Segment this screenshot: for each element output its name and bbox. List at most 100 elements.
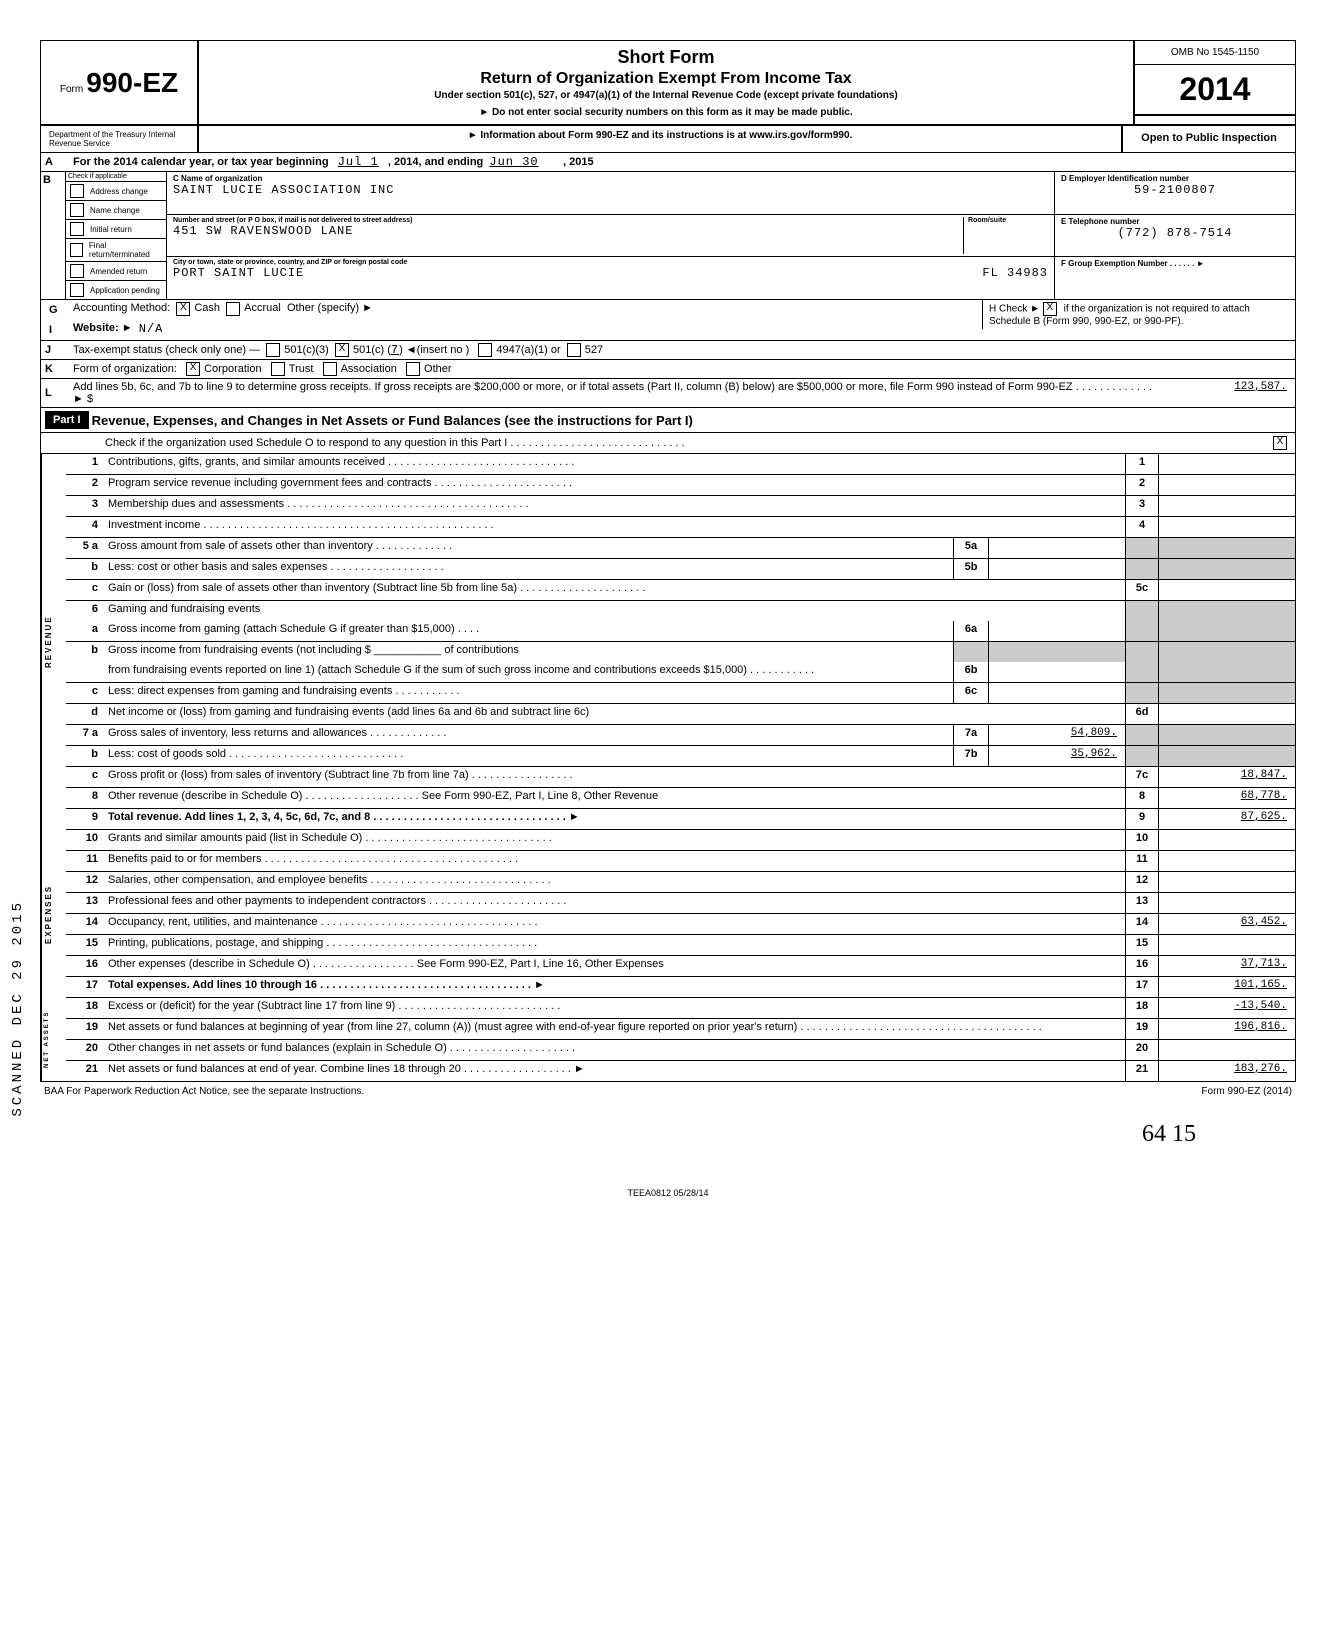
expenses-section: EXPENSES 10Grants and similar amounts pa…	[41, 830, 1295, 998]
row-6b-suffix: of contributions	[444, 644, 519, 656]
val-18: -13,540.	[1158, 998, 1295, 1018]
row-18: Excess or (deficit) for the year (Subtra…	[104, 998, 1125, 1018]
label-address-change: Address change	[90, 187, 148, 196]
row-12: Salaries, other compensation, and employ…	[104, 872, 1125, 892]
line-a-label: For the 2014 calendar year, or tax year …	[73, 156, 329, 168]
scan-stamp: SCANNED DEC 29 2015	[10, 900, 26, 1117]
check-final[interactable]	[70, 243, 83, 257]
label-pending: Application pending	[90, 286, 160, 295]
check-assoc[interactable]	[323, 362, 337, 376]
label-insert-no: ) ◄(insert no )	[399, 344, 469, 356]
row-16: Other expenses (describe in Schedule O) …	[104, 956, 1125, 976]
org-name: SAINT LUCIE ASSOCIATION INC	[173, 183, 1048, 197]
label-other-method: Other (specify) ►	[287, 302, 373, 318]
row-21: Net assets or fund balances at end of ye…	[104, 1061, 1125, 1081]
row-8: Other revenue (describe in Schedule O) .…	[104, 788, 1125, 808]
j-label: Tax-exempt status (check only one) —	[73, 344, 260, 356]
label-accrual: Accrual	[244, 302, 281, 318]
f-label: F Group Exemption Number . . . . . . ►	[1061, 259, 1289, 268]
title-return: Return of Organization Exempt From Incom…	[205, 70, 1127, 88]
right-info: D Employer Identification number 59-2100…	[1054, 172, 1295, 299]
val-17: 101,165.	[1158, 977, 1295, 997]
side-netassets: NET ASSETS	[41, 998, 66, 1081]
letter-j: J	[41, 341, 69, 359]
label-527: 527	[585, 344, 603, 356]
open-inspection: Open to Public Inspection	[1121, 126, 1295, 152]
label-amended: Amended return	[90, 267, 147, 276]
part1-check-row: Check if the organization used Schedule …	[41, 433, 1295, 454]
row-15: Printing, publications, postage, and shi…	[104, 935, 1125, 955]
label-trust: Trust	[289, 363, 314, 375]
l-value: 123,587.	[1159, 379, 1295, 407]
title-box: Short Form Return of Organization Exempt…	[199, 41, 1133, 124]
city: PORT SAINT LUCIE	[173, 266, 304, 280]
check-amended[interactable]	[70, 264, 84, 278]
row-2: Program service revenue including govern…	[104, 475, 1125, 495]
omb-number: OMB No 1545-1150	[1135, 41, 1295, 65]
row-5c: Gain or (loss) from sale of assets other…	[104, 580, 1125, 600]
handwritten-notes: 64 15	[40, 1101, 1296, 1168]
side-revenue: REVENUE	[41, 454, 66, 830]
l-text: Add lines 5b, 6c, and 7b to line 9 to de…	[73, 381, 1155, 405]
val-7c: 18,847.	[1158, 767, 1295, 787]
org-info: C Name of organization SAINT LUCIE ASSOC…	[167, 172, 1054, 299]
begin-date: Jul 1	[338, 155, 379, 169]
val-16: 37,713.	[1158, 956, 1295, 976]
letter-l: L	[41, 379, 69, 407]
check-527[interactable]	[567, 343, 581, 357]
check-trust[interactable]	[271, 362, 285, 376]
line-k: K Form of organization: XCorporation Tru…	[41, 360, 1295, 379]
dept-row: Department of the Treasury Internal Reve…	[41, 126, 1295, 153]
501c-number: 7	[391, 343, 399, 357]
dept-treasury: Department of the Treasury Internal Reve…	[41, 126, 199, 152]
check-501c3[interactable]	[266, 343, 280, 357]
room-label: Room/suite	[968, 217, 1048, 224]
side-expenses: EXPENSES	[41, 830, 66, 998]
line-a: A For the 2014 calendar year, or tax yea…	[41, 153, 1295, 172]
footer-right: Form 990-EZ (2014)	[1201, 1086, 1292, 1097]
row-7b: Less: cost of goods sold . . . . . . . .…	[104, 746, 953, 766]
check-cash[interactable]: X	[176, 302, 190, 316]
check-address[interactable]	[70, 184, 84, 198]
letter-g: G	[45, 302, 73, 318]
row-6a: Gross income from gaming (attach Schedul…	[104, 621, 953, 641]
check-initial[interactable]	[70, 222, 84, 236]
letter-a: A	[41, 153, 69, 171]
part1-check[interactable]: X	[1273, 436, 1287, 450]
tax-year: 2014	[1135, 65, 1295, 116]
check-other-org[interactable]	[406, 362, 420, 376]
check-501c[interactable]: X	[335, 343, 349, 357]
check-corp[interactable]: X	[186, 362, 200, 376]
val-14: 63,452.	[1158, 914, 1295, 934]
form-number-box: Form 990-EZ	[41, 41, 199, 124]
letter-k: K	[41, 360, 69, 378]
label-corp: Corporation	[204, 363, 261, 375]
check-name[interactable]	[70, 203, 84, 217]
row-1: Contributions, gifts, grants, and simila…	[104, 454, 1125, 474]
check-pending[interactable]	[70, 283, 84, 297]
label-501c: 501(c) (	[353, 344, 391, 356]
end-date: Jun 30	[489, 155, 538, 169]
part1-label: Part I	[45, 411, 89, 429]
row-6c: Less: direct expenses from gaming and fu…	[104, 683, 953, 703]
g-label: Accounting Method:	[73, 302, 170, 318]
line-j: J Tax-exempt status (check only one) — 5…	[41, 341, 1295, 360]
revenue-section: REVENUE 1Contributions, gifts, grants, a…	[41, 454, 1295, 830]
check-accrual[interactable]	[226, 302, 240, 316]
footer-bottom: TEEA0812 05/28/14	[40, 1188, 1296, 1198]
row-9: Total revenue. Add lines 1, 2, 3, 4, 5c,…	[108, 811, 580, 823]
check-h[interactable]: X	[1043, 302, 1057, 316]
title-ssn-warning: ► Do not enter social security numbers o…	[205, 107, 1127, 118]
val-8: 68,778.	[1158, 788, 1295, 808]
val-9: 87,625.	[1158, 809, 1295, 829]
form-990ez: Form 990-EZ Short Form Return of Organiz…	[40, 40, 1296, 1082]
check-4947[interactable]	[478, 343, 492, 357]
footer: BAA For Paperwork Reduction Act Notice, …	[40, 1082, 1296, 1101]
label-name-change: Name change	[90, 206, 140, 215]
label-501c3: 501(c)(3)	[284, 344, 329, 356]
label-assoc: Association	[341, 363, 397, 375]
info-link: ► Information about Form 990-EZ and its …	[199, 126, 1121, 152]
row-6d: Net income or (loss) from gaming and fun…	[104, 704, 1125, 724]
row-5b: Less: cost or other basis and sales expe…	[104, 559, 953, 579]
address: 451 SW RAVENSWOOD LANE	[173, 224, 963, 238]
